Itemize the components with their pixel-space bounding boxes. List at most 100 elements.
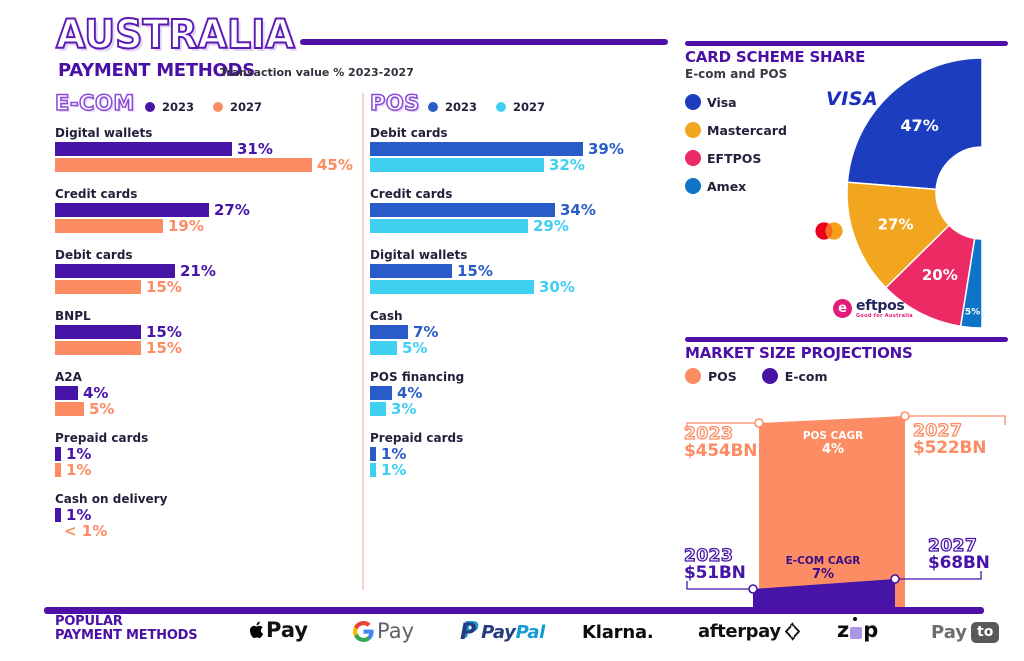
bar-category-label: Credit cards bbox=[55, 187, 138, 201]
bar-value-label: 15% bbox=[457, 262, 493, 280]
mastercard-dot-icon bbox=[685, 122, 701, 138]
visa-logo: VISA bbox=[826, 88, 879, 110]
bar bbox=[370, 158, 544, 172]
bar-category-label: Prepaid cards bbox=[55, 431, 149, 445]
bar-row: Debit cards 39% 32% bbox=[370, 126, 675, 174]
bar bbox=[55, 280, 141, 294]
page-subtitle: PAYMENT METHODS bbox=[58, 60, 255, 81]
bar bbox=[55, 508, 61, 522]
card-legend-item: Mastercard bbox=[685, 122, 787, 138]
pos-2027-dot-icon bbox=[496, 102, 507, 112]
market-pos-end-year: 2027 bbox=[912, 421, 963, 441]
bar bbox=[55, 447, 61, 461]
afterpay-label: afterpay bbox=[698, 621, 781, 642]
bar-row: Cash 7% 5% bbox=[370, 309, 675, 357]
bar-line: 32% bbox=[370, 158, 585, 173]
bar-value-label: 7% bbox=[413, 323, 439, 341]
bar-line: 1% bbox=[55, 445, 92, 463]
bar-value-label: 15% bbox=[146, 323, 182, 341]
bar-value-label: 1% bbox=[381, 445, 407, 463]
bar-line: 19% bbox=[55, 219, 204, 234]
bar-value-label: 5% bbox=[89, 400, 115, 418]
pos-bar-chart: Debit cards 39% 32% Credit cards 34% 29% Digit… bbox=[370, 0, 675, 600]
zip-label-z: z bbox=[837, 618, 850, 642]
bar-value-label: 1% bbox=[66, 445, 92, 463]
applepay-label: Pay bbox=[266, 618, 309, 642]
bar bbox=[55, 341, 141, 355]
bar-line: 1% bbox=[370, 463, 406, 478]
bar bbox=[370, 280, 534, 294]
bar-row: Digital wallets 15% 30% bbox=[370, 248, 675, 296]
donut-slice-amex bbox=[959, 237, 983, 329]
market-pos-start-value: $454BN bbox=[684, 441, 758, 461]
footer-divider-line bbox=[44, 607, 984, 614]
market-ecom-cagr-label: E-COM CAGR bbox=[785, 555, 861, 567]
bar-line: 31% bbox=[55, 142, 273, 157]
bar-value-label: 21% bbox=[180, 262, 216, 280]
card-legend-label: Amex bbox=[707, 178, 747, 194]
footer-heading-line1: POPULAR bbox=[55, 614, 123, 629]
bar bbox=[55, 402, 84, 416]
bar-value-label: 15% bbox=[146, 339, 182, 357]
bar-value-label: < 1% bbox=[64, 522, 108, 540]
eftpos-circle-icon: e bbox=[833, 299, 852, 318]
pos-section-title: POS bbox=[369, 90, 420, 116]
card-legend-label: Mastercard bbox=[707, 122, 787, 138]
paypal-logo: P Pay Pal bbox=[460, 620, 545, 645]
bar-row: Cash on delivery 1% < 1% bbox=[55, 492, 360, 540]
bar-line: 15% bbox=[55, 339, 182, 357]
payto-logo: Pay to bbox=[931, 622, 1000, 643]
bar-category-label: Debit cards bbox=[55, 248, 133, 262]
bar bbox=[370, 386, 392, 400]
ecom-2023-dot-icon bbox=[145, 102, 155, 112]
bar-category-label: Credit cards bbox=[370, 187, 453, 201]
bar bbox=[370, 447, 376, 461]
afterpay-loop-icon bbox=[784, 622, 800, 641]
applepay-logo: Pay bbox=[245, 618, 308, 642]
eftpos-wordmark: eftpos bbox=[856, 298, 905, 314]
bar-row: BNPL 15% 15% bbox=[55, 309, 360, 357]
bar bbox=[370, 203, 555, 217]
bar-line: 15% bbox=[55, 280, 182, 295]
bar-category-label: Digital wallets bbox=[370, 248, 468, 262]
bar-line: 15% bbox=[55, 323, 182, 341]
paypal-label-pay: Pay bbox=[481, 622, 516, 643]
bar bbox=[370, 142, 583, 156]
card-legend-item: Amex bbox=[685, 178, 746, 194]
bar-value-label: 34% bbox=[560, 201, 596, 219]
card-scheme-subtitle: E-com and POS bbox=[685, 67, 788, 81]
payto-label: Pay bbox=[931, 622, 968, 643]
market-projection-chart bbox=[686, 411, 1006, 612]
pos-2023-dot-icon bbox=[428, 102, 438, 112]
market-panel-divider-line bbox=[685, 337, 1008, 342]
card-panel-divider-line bbox=[685, 41, 1008, 46]
bar-line: 21% bbox=[55, 262, 216, 280]
bar-value-label: 4% bbox=[83, 384, 109, 402]
bar bbox=[55, 219, 163, 233]
bar-category-label: POS financing bbox=[370, 370, 465, 384]
bar-category-label: Digital wallets bbox=[55, 126, 153, 140]
bar-category-label: Debit cards bbox=[370, 126, 448, 140]
donut-slice-value: 20% bbox=[922, 266, 958, 284]
market-pos-cagr-label: POS CAGR bbox=[802, 430, 864, 442]
bar-row: Prepaid cards 1% 1% bbox=[370, 431, 675, 479]
market-ecom-end-value: $68BN bbox=[928, 553, 990, 573]
bar-value-label: 3% bbox=[391, 400, 417, 418]
afterpay-logo: afterpay bbox=[698, 621, 802, 642]
bar-row: Credit cards 34% 29% bbox=[370, 187, 675, 235]
donut-slice-mastercard bbox=[846, 181, 951, 289]
ecom-2027-dot-icon bbox=[213, 102, 224, 112]
zip-label-p: p bbox=[863, 618, 879, 642]
pos-legend-2027: 2027 bbox=[513, 100, 546, 114]
market-ecom-dot-icon bbox=[761, 368, 778, 384]
footer-heading-line2: PAYMENT METHODS bbox=[55, 628, 198, 643]
paypal-icon: P bbox=[460, 620, 477, 645]
bar-row: Prepaid cards 1% 1% bbox=[55, 431, 360, 479]
bar-row: Debit cards 21% 15% bbox=[55, 248, 360, 296]
market-ecom-cagr-value: 7% bbox=[811, 567, 835, 582]
bar bbox=[370, 325, 408, 339]
ecom-section-title: E-COM bbox=[54, 90, 135, 116]
bar-line: 4% bbox=[55, 384, 109, 402]
